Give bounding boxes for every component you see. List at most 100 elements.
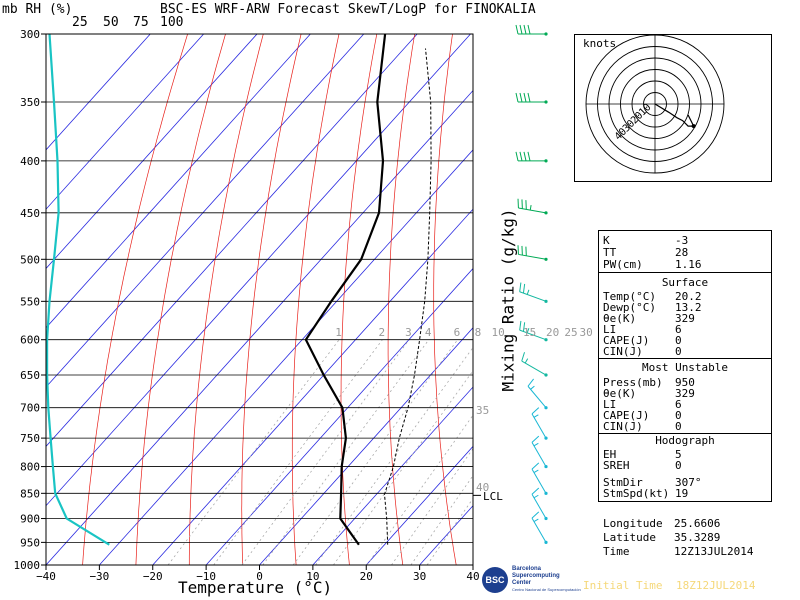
mixing-ratio-line — [426, 497, 473, 565]
wind-barb-feather — [519, 24, 523, 35]
org-name-line3: Center — [512, 580, 532, 586]
y-tick-label: 400 — [20, 155, 40, 168]
surface-cin-value: 0 — [675, 345, 682, 358]
wind-barb — [521, 352, 548, 377]
wind-barb-feather — [527, 378, 535, 387]
wind-barb-staff — [527, 385, 547, 409]
mixing-ratio-line — [167, 339, 340, 565]
theta-label-40: 40 — [476, 481, 490, 494]
y-tick-label: 700 — [20, 402, 40, 415]
wind-barb — [515, 151, 548, 163]
longitude-value: 25.6606 — [674, 517, 721, 530]
dry-adiabat-line — [82, 34, 188, 565]
isotherm-line — [46, 34, 258, 270]
y-tick-label: 600 — [20, 334, 40, 347]
wind-barb-feather — [531, 407, 540, 415]
isotherm-line — [365, 445, 473, 565]
latitude-label: Latitude — [603, 531, 656, 544]
wind-barb-staff — [531, 442, 547, 467]
hodo-title: Hodograph — [655, 434, 715, 447]
hodograph-units: knots — [583, 37, 617, 50]
wind-barb-half-feather — [533, 414, 539, 418]
x-axis-title: Temperature (°C) — [178, 578, 333, 597]
isotherm-line — [152, 208, 473, 565]
wind-barb-half-feather — [526, 327, 530, 334]
mixing-ratio-tick-label: 30 — [579, 325, 593, 339]
surface-li-label: LI — [603, 323, 617, 336]
y-tick-label: 650 — [20, 369, 40, 382]
wind-barb — [531, 487, 548, 521]
wind-barb-staff — [518, 253, 547, 260]
wind-barb-half-feather — [533, 494, 539, 499]
wind-barb-staff — [521, 360, 547, 376]
index-label-tt: TT — [603, 246, 617, 259]
org-name-line4: Centro Nacional de Supercomputación — [512, 587, 581, 592]
x-tick-label: −40 — [36, 570, 56, 583]
wind-barb — [531, 407, 548, 440]
wind-barb-feather — [521, 352, 525, 362]
surface-temp-value: 20.2 — [675, 290, 702, 303]
chart-title: BSC-ES WRF-ARW Forecast SkewT/LogP for F… — [160, 2, 536, 17]
wind-barb — [517, 245, 548, 261]
parcel-profile-line — [383, 48, 432, 545]
wind-barb-half-feather — [533, 518, 539, 523]
x-tick-label: 10 — [306, 570, 319, 583]
x-tick-label: −20 — [143, 570, 163, 583]
wind-barb — [531, 462, 548, 495]
plot-frame — [45, 33, 474, 566]
index-label-k: K — [603, 234, 610, 247]
wind-barb — [527, 378, 548, 410]
y-tick-label: 550 — [20, 295, 40, 308]
y-tick-label: 850 — [20, 487, 40, 500]
hodograph-panel: knots — [574, 34, 772, 182]
unstable-press-value: 950 — [675, 376, 695, 389]
wind-barb-feather — [523, 151, 527, 161]
isotherm-line — [259, 327, 473, 565]
hodo-stmdir-value: 307° — [675, 476, 702, 489]
hodo-eh-label: EH — [603, 448, 617, 461]
x-tick-label: 30 — [413, 570, 426, 583]
mixing-ratio-tick-label: 10 — [491, 325, 505, 339]
mixing-ratio-tick-label: 8 — [474, 325, 482, 339]
index-label-pw: PW(cm) — [603, 258, 643, 271]
wind-barb-staff — [519, 291, 547, 302]
wind-barb-feather — [527, 151, 531, 161]
wind-barb-staff — [531, 517, 547, 543]
rh-tick-50: 50 — [103, 15, 119, 30]
hodo-stmspd-value: 19 — [675, 487, 689, 500]
mixing-ratio-line — [292, 339, 458, 565]
unstable-cape-value: 0 — [675, 409, 682, 422]
mixing-ratio-tick-label: 2 — [378, 325, 386, 339]
isotherm-line — [312, 386, 473, 565]
wind-barb-staff — [531, 413, 547, 439]
mixing-ratio-tick-label: 4 — [424, 325, 432, 339]
longitude-label: Longitude — [603, 517, 663, 530]
dry-adiabat-line — [188, 34, 264, 565]
mixing-ratio-title: Mixing Ratio (g/kg) — [498, 208, 518, 392]
hodo-eh-value: 5 — [675, 448, 682, 461]
wind-barb — [519, 320, 548, 342]
unstable-li-value: 6 — [675, 398, 682, 411]
wind-barb-feather — [519, 320, 522, 331]
y-tick-label: 900 — [20, 513, 40, 526]
unstable-cape-label: CAPE(J) — [603, 409, 650, 422]
x-tick-label: −30 — [89, 570, 109, 583]
wind-barb-half-feather — [524, 358, 529, 364]
wind-barb-half-feather — [530, 385, 535, 390]
unstable-thetae-label: θe(K) — [603, 387, 637, 400]
isotherm-line — [46, 34, 365, 388]
x-tick-label: 20 — [360, 570, 373, 583]
surface-thetae-label: θe(K) — [603, 312, 637, 325]
wind-barb-staff — [531, 494, 547, 519]
wind-barb-half-feather — [533, 469, 539, 473]
wind-barb-feather — [515, 24, 519, 35]
surface-dewp-value: 13.2 — [675, 301, 702, 314]
index-value-k: -3 — [675, 234, 689, 247]
mixing-ratio-tick-label: 1 — [335, 325, 342, 339]
unstable-cin-value: 0 — [675, 420, 682, 433]
wind-barb — [531, 511, 548, 544]
isotherm-line — [46, 34, 151, 151]
hodo-sreh-label: SREH — [603, 459, 630, 472]
unstable-press-label: Press(mb) — [603, 376, 663, 389]
